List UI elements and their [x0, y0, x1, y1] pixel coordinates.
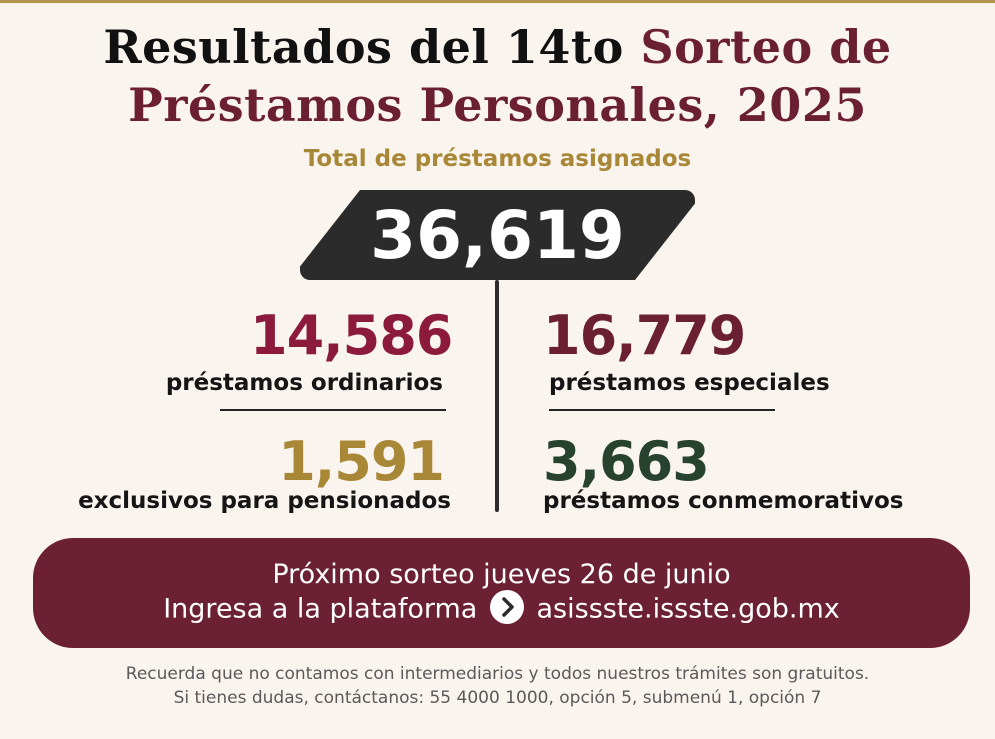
footer-disclaimer: Recuerda que no contamos con intermediar… — [125, 664, 870, 684]
total-label: Total de préstamos asignados — [303, 146, 692, 172]
stat-ordinarios-label: préstamos ordinarios — [165, 370, 443, 396]
total-value: 36,619 — [370, 197, 625, 274]
title-part-dark: Resultados del 14to — [103, 20, 641, 74]
stat-pensionados-label: exclusivos para pensionados — [78, 488, 451, 514]
total-box — [300, 190, 695, 280]
divider-vertical — [495, 280, 499, 512]
platform-line: Ingresa a la plataforma asissste.issste.… — [33, 590, 970, 627]
stat-ordinarios-value: 14,586 — [250, 304, 453, 367]
stat-pensionados-value: 1,591 — [278, 430, 445, 493]
footer-contact: Si tienes dudas, contáctanos: 55 4000 10… — [173, 688, 822, 708]
next-draw-text: Próximo sorteo jueves 26 de junio — [272, 559, 731, 590]
page-title: Resultados del 14to Sorteo de Préstamos … — [0, 18, 995, 134]
stat-especiales-value: 16,779 — [543, 304, 746, 367]
title-line-2: Préstamos Personales, 2025 — [128, 78, 867, 132]
stat-especiales-label: préstamos especiales — [549, 370, 830, 396]
divider-right — [549, 409, 775, 411]
platform-url-link[interactable]: asissste.issste.gob.mx — [536, 593, 840, 625]
stat-conmemorativos-value: 3,663 — [543, 430, 710, 493]
platform-prefix: Ingresa a la plataforma — [163, 593, 478, 625]
top-rule — [0, 0, 995, 3]
title-part-wine: Sorteo de — [640, 20, 892, 74]
divider-left — [220, 409, 446, 411]
title-line-1: Resultados del 14to Sorteo de — [0, 18, 995, 76]
chevron-right-icon — [489, 590, 524, 624]
stat-conmemorativos-label: préstamos conmemorativos — [543, 488, 904, 514]
